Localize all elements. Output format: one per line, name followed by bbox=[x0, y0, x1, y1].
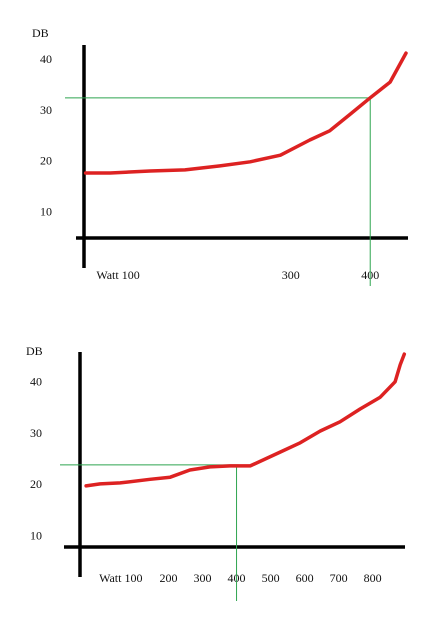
x-tick-label: Watt 100 bbox=[96, 268, 139, 282]
line-series bbox=[83, 51, 408, 175]
y-tick-label: 20 bbox=[30, 477, 42, 491]
x-tick-label: 800 bbox=[364, 571, 382, 585]
x-tick-label: 700 bbox=[330, 571, 348, 585]
y-tick-label: 30 bbox=[30, 426, 42, 440]
y-tick-label: 10 bbox=[30, 528, 42, 542]
x-tick-label: 200 bbox=[159, 571, 177, 585]
y-tick-label: 20 bbox=[40, 154, 52, 168]
y-axis-label: DB bbox=[26, 344, 43, 358]
y-tick-label: 40 bbox=[30, 375, 42, 389]
y-axis-label: DB bbox=[32, 26, 49, 40]
line-series bbox=[84, 352, 407, 488]
x-tick-label: 300 bbox=[194, 571, 212, 585]
y-tick-label: 40 bbox=[40, 52, 52, 66]
x-tick-label: 500 bbox=[262, 571, 280, 585]
y-tick-label: 10 bbox=[40, 204, 52, 218]
x-tick-label: 600 bbox=[296, 571, 314, 585]
x-tick-label: 300 bbox=[282, 268, 300, 282]
x-tick-label: Watt 100 bbox=[99, 571, 142, 585]
y-tick-label: 30 bbox=[40, 103, 52, 117]
